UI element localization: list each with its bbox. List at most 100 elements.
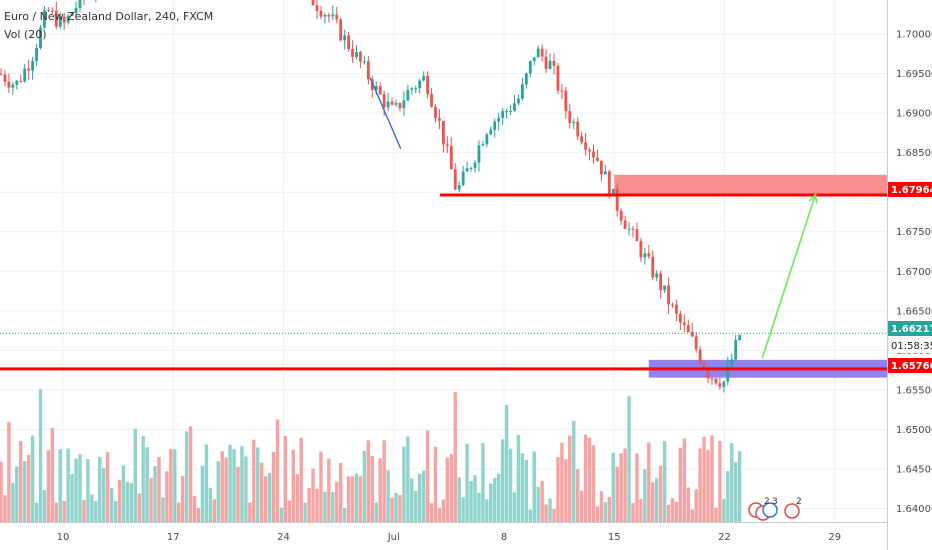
candle-body [560,90,564,92]
countdown-tag-text: 01:58:35 [891,341,932,352]
volume-bar [568,435,572,522]
candle-body [568,111,572,124]
x-tick-label: 10 [57,532,70,543]
volume-bar [508,448,513,522]
volume-bar [623,448,627,522]
volume-bar [366,440,371,522]
volume-bar [232,449,236,522]
candle-body [366,61,370,80]
candle-body [390,101,394,105]
volume-bar [406,436,410,522]
volume-bar [271,451,276,522]
volume-bar [414,491,418,522]
volume-bar [109,487,114,522]
candle-body [714,378,718,384]
volume-bar [208,487,213,522]
candle-body [438,118,441,121]
volume-bar [105,451,110,522]
volume-bar [402,446,406,522]
candle-body [623,220,627,229]
candle-body [576,121,580,137]
volume-bar [260,462,264,522]
volume-bar [595,506,600,522]
candle-body [690,332,694,337]
candle-body [461,171,465,185]
candle-body [414,87,418,89]
volume-bar [520,453,525,522]
volume-bar [263,476,268,522]
volume-bar [350,476,355,522]
volume-bar [651,482,655,522]
volume-bar [216,461,220,522]
candle-body [552,60,556,66]
candle-body [671,304,674,306]
candle-body [11,84,15,88]
volume-bar [141,436,145,522]
event-markers[interactable]: 2 3 2 [748,497,802,521]
event-marker-icon [762,502,778,518]
volume-bar [702,436,706,522]
countdown-tag: 01:58:35 [887,337,932,354]
volume-bar [181,475,185,522]
candle-body [679,313,682,323]
candle-body [402,100,406,109]
volume-bar [722,499,726,522]
volume-bar [556,457,560,522]
y-tick-label: 1.67000 [896,267,932,278]
candle-body [619,210,623,221]
candle-body [31,61,34,71]
candle-body [734,340,738,360]
price-tag-current: 1.66217 [888,321,932,336]
volume-bar [587,437,592,522]
volume-bar [7,421,11,522]
price-tag-resistance-box [888,182,932,197]
volume-bar [82,499,86,522]
x-tick-label: 24 [277,532,290,543]
candle-body [524,73,528,85]
volume-bar [552,509,556,522]
candle-body [473,162,477,168]
candle-body [382,94,386,108]
candle-body [410,88,414,90]
candle-body [694,336,698,350]
volume-bar [153,465,157,522]
volume-bar [358,476,363,522]
volume-bar [303,502,307,522]
volume-bar [425,430,430,522]
volume-bar [540,480,544,522]
volume-bar [607,497,611,522]
volume-bar [311,468,315,522]
projection-arrow [761,194,817,359]
volume-bar [658,465,663,522]
candle-body [501,111,505,118]
volume-bar [572,420,576,522]
candle-body [19,80,23,82]
volume-bar [173,449,177,522]
volume-bar [157,456,161,522]
volume-bar [726,471,730,522]
volume-bar [11,483,15,522]
candle-body [347,35,350,49]
candle-body [315,5,319,11]
candle-body [556,65,560,91]
volume-bar [90,494,94,522]
candle-body [15,80,19,85]
volume-bar [42,489,47,522]
volume-bar [256,447,260,522]
x-tick-label: 8 [501,532,507,543]
volume-bar [145,447,149,522]
candle-body [23,68,27,82]
volume-bar [469,480,473,522]
volume-bar [228,444,232,522]
volume-bar [319,451,323,522]
candle-body [39,27,42,48]
volume-bar [698,448,702,522]
candle-body [339,19,343,41]
x-tick-label: Jul [387,532,400,543]
volume-bar [670,498,675,522]
volume-bar [267,472,272,522]
volume-bar [564,459,568,522]
candle-body [710,378,714,380]
volume-bar [418,473,422,522]
